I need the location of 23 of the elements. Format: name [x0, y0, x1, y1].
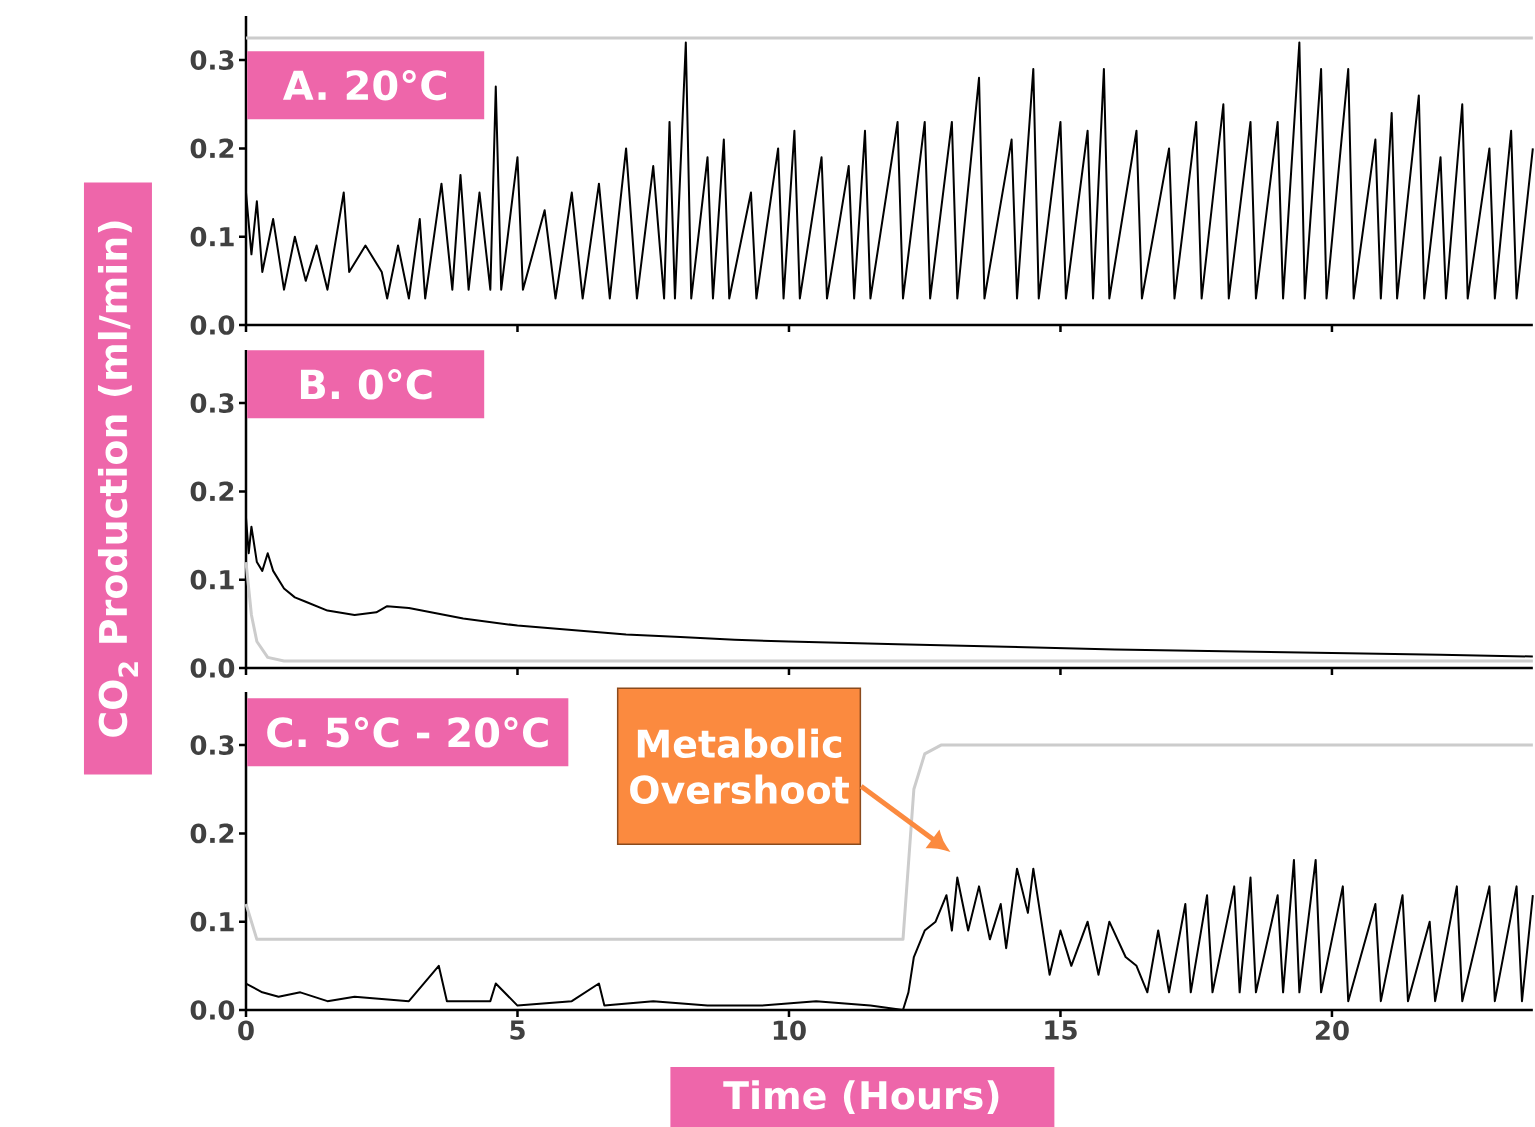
text: A. 20°C [282, 69, 447, 101]
y-tick-label: 0.3 [190, 735, 234, 755]
y-tick-label: 0.2 [190, 481, 234, 502]
y-tick-label: 0.2 [190, 823, 234, 844]
x-tick-label: 20 [1315, 1020, 1349, 1041]
y-axis-title: CO$_{2}$ Production (ml/min) [97, 221, 138, 737]
y-tick-label: 0.1 [190, 226, 234, 247]
y-tick-label: 0.3 [190, 50, 234, 70]
x-axis-title: Time (Hours) [723, 1080, 999, 1114]
y-tick-label: 0.1 [190, 569, 234, 590]
chart-title: B. 0°C [300, 369, 432, 400]
y-tick-label: 0.1 [190, 911, 234, 932]
y-tick-label: 0.0 [190, 1000, 235, 1020]
x-tick-label: 5 [510, 1020, 525, 1040]
x-tick-label: 10 [773, 1020, 806, 1041]
y-tick-label: 0.0 [190, 658, 235, 678]
annotation: Metabolic Overshoot [630, 728, 849, 804]
y-tick-label: 0.2 [190, 138, 234, 159]
y-tick-label: 0.3 [190, 393, 234, 413]
text: C. 5°C - 20°C [267, 717, 548, 748]
x-tick-label: 0 [238, 1020, 254, 1041]
y-tick-label: 0.0 [190, 315, 235, 335]
x-tick-label: 15 [1045, 1020, 1077, 1040]
